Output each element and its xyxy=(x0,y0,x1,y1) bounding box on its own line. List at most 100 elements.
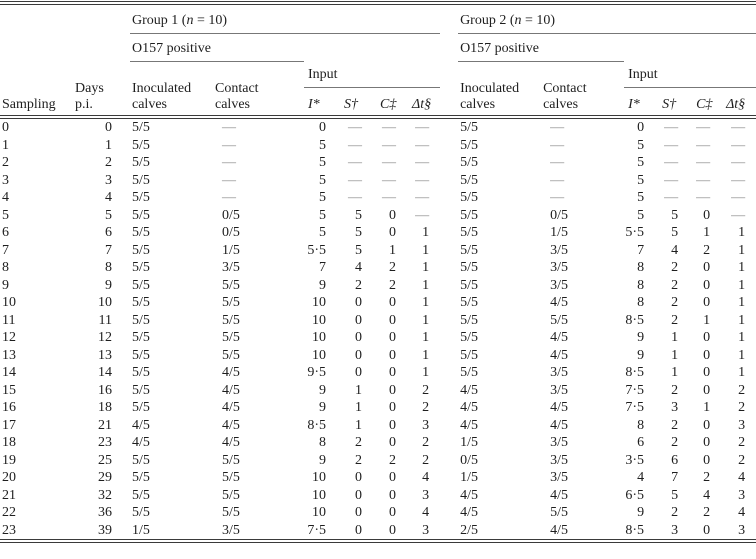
cell-g2-input-c: 0 xyxy=(703,365,711,380)
days-label-line1: Days xyxy=(75,81,104,96)
g1-input-col-s: S† xyxy=(340,87,376,119)
cell-g2-inoculated: 5/5 xyxy=(460,190,478,205)
cell-g2-input-i: 8·5 xyxy=(625,522,645,538)
cell-g2-input-dt: 2 xyxy=(738,382,746,398)
cell-g2-inoculated: 5/5 xyxy=(460,312,478,328)
contact-label-line1: Contact xyxy=(215,81,259,96)
cell-g2-contact: — xyxy=(550,137,565,153)
g1-inoculated-column-header: Inoculated calves xyxy=(130,61,212,119)
cell-g1-input-c: 0 xyxy=(389,522,396,538)
contact-label-line2: calves xyxy=(215,97,250,112)
cell-g1-input-c: 1 xyxy=(389,242,396,258)
cell-g2-input-i: 8 xyxy=(637,417,645,433)
cell-g1-contact: 4/5 xyxy=(222,435,240,450)
cell-days-pi: 25 xyxy=(98,452,112,468)
cell-gap xyxy=(440,172,458,190)
cell-g2-input-c: 0 xyxy=(703,417,711,433)
cell-g2-inoculated: 4/5 xyxy=(460,487,478,503)
cell-sampling: 5 xyxy=(2,207,9,223)
cell-g1-input-i: 5·5 xyxy=(307,242,326,258)
cell-g1-input-s: — xyxy=(348,172,362,188)
cell-g2-contact: 3/5 xyxy=(550,470,568,485)
cell-g1-input-s: 4 xyxy=(355,260,362,275)
cell-g2-contact: 4/5 xyxy=(550,487,568,503)
contact-label-line1: Contact xyxy=(543,81,587,96)
cell-g2-input-dt: 1 xyxy=(738,295,746,310)
cell-g1-inoculated: 5/5 xyxy=(132,190,150,205)
cell-g1-contact: 5/5 xyxy=(222,505,240,520)
cell-g2-inoculated: 5/5 xyxy=(460,137,478,153)
cell-g2-input-dt: 2 xyxy=(738,400,746,415)
cell-g2-input-i: 8·5 xyxy=(625,312,645,328)
cell-g2-input-c: 2 xyxy=(703,242,711,258)
cell-sampling: 20 xyxy=(2,470,16,485)
g2-input-col-dt: Δt§ xyxy=(724,87,756,119)
cell-g2-input-s: 5 xyxy=(671,487,679,503)
cell-g1-input-c: 2 xyxy=(389,260,396,275)
g1-input-col-c: C‡ xyxy=(376,87,410,119)
cell-g2-contact: 3/5 xyxy=(550,382,568,398)
cell-sampling: 15 xyxy=(2,382,16,398)
cell-g1-input-s: — xyxy=(348,137,362,153)
cell-g2-input-c: 0 xyxy=(703,522,711,538)
cell-g1-input-c: 2 xyxy=(389,277,396,293)
cell-g2-input-s: 2 xyxy=(671,382,679,398)
cell-g1-input-c: 0 xyxy=(389,225,396,240)
cell-g2-contact: — xyxy=(550,120,565,135)
cell-days-pi: 13 xyxy=(98,347,112,363)
cell-g1-input-dt: 4 xyxy=(422,505,430,520)
cell-g1-input-s: 2 xyxy=(355,277,362,293)
contact-label-line2: calves xyxy=(543,97,579,112)
cell-g1-contact: — xyxy=(222,120,236,135)
cell-g1-input-dt: 1 xyxy=(422,242,430,258)
cell-g1-contact: 0/5 xyxy=(222,207,240,223)
cell-g1-contact: 4/5 xyxy=(222,365,240,380)
cell-g2-input-s: 2 xyxy=(671,295,679,310)
cell-g2-inoculated: 5/5 xyxy=(460,120,478,135)
cell-g1-contact: 5/5 xyxy=(222,312,240,328)
inoculated-label-line1: Inoculated xyxy=(460,81,520,96)
cell-g2-input-s: 1 xyxy=(671,347,679,363)
cell-g2-input-c: 2 xyxy=(703,505,711,520)
table-row: 18 23 4/5 4/5 8 2 0 2 1/5 3/5 6 2 0 2 xyxy=(0,434,756,452)
g2-o157-positive-label: O157 positive xyxy=(458,33,625,62)
cell-g2-inoculated: 5/5 xyxy=(460,347,478,363)
cell-gap xyxy=(440,347,458,365)
input-row: Sampling Days p.i. Inoculated calves Con… xyxy=(0,61,756,119)
cell-g1-contact: 5/5 xyxy=(222,347,240,363)
cell-g1-input-s: 5 xyxy=(355,225,362,240)
cell-g1-input-s: 0 xyxy=(355,470,362,485)
cell-g1-input-i: 9 xyxy=(319,452,326,468)
cell-g1-input-i: 7·5 xyxy=(307,522,326,538)
cell-g1-inoculated: 1/5 xyxy=(132,522,150,538)
cell-g1-input-dt: 1 xyxy=(422,295,430,310)
cell-g2-contact: 3/5 xyxy=(550,260,568,275)
table-row: 19 25 5/5 5/5 9 2 2 2 0/5 3/5 3·5 6 0 2 xyxy=(0,452,756,470)
cell-g2-input-c: 0 xyxy=(703,330,711,345)
cell-g1-contact: 1/5 xyxy=(222,242,240,258)
cell-g2-contact: 5/5 xyxy=(550,312,568,328)
cell-g2-input-c: 0 xyxy=(703,295,711,310)
cell-g1-inoculated: 5/5 xyxy=(132,347,150,363)
inoculated-label-line1: Inoculated xyxy=(132,81,192,96)
cell-g2-input-i: 5 xyxy=(637,155,645,170)
cell-g1-inoculated: 5/5 xyxy=(132,452,150,468)
cell-gap xyxy=(440,434,458,452)
cell-g2-input-c: — xyxy=(696,190,711,205)
cell-g1-input-i: 8 xyxy=(319,435,326,450)
cell-g1-contact: — xyxy=(222,172,236,188)
cell-g1-contact: 5/5 xyxy=(222,330,240,345)
cell-g2-contact: 4/5 xyxy=(550,400,568,415)
cell-days-pi: 23 xyxy=(98,435,112,450)
cell-g2-input-s: 4 xyxy=(671,242,679,258)
cell-g2-input-c: 0 xyxy=(703,382,711,398)
group-gap xyxy=(440,3,458,33)
inoculated-label-line2: calves xyxy=(460,97,496,112)
cell-g2-input-i: 5 xyxy=(637,172,645,188)
cell-g2-input-s: — xyxy=(664,155,679,170)
cell-g1-input-s: 0 xyxy=(355,312,362,328)
cell-g1-input-s: — xyxy=(348,190,362,205)
cell-days-pi: 1 xyxy=(105,137,112,153)
cell-g1-input-c: 0 xyxy=(389,470,396,485)
cell-g2-input-c: — xyxy=(696,137,711,153)
